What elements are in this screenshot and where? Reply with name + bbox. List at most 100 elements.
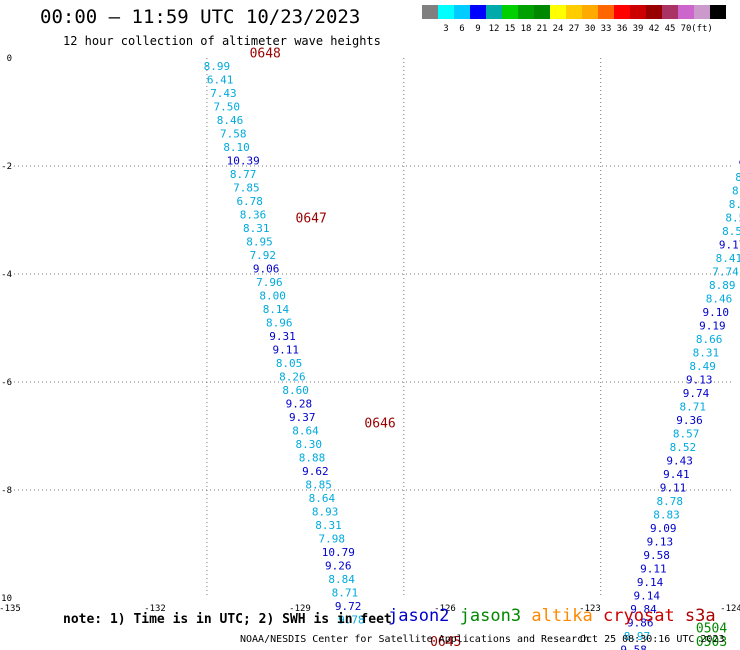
data-point: 8.31 [693, 346, 720, 359]
data-point: 8.05 [276, 357, 303, 370]
data-point: 9.26 [325, 560, 352, 573]
data-point: 8.52 [670, 441, 697, 454]
legend-swatch [470, 5, 486, 19]
data-point: 8.30 [296, 438, 323, 451]
legend-swatch [454, 5, 470, 19]
x-tick-label: -132 [144, 604, 166, 614]
time-label: 0647 [296, 211, 327, 226]
legend-swatch [486, 5, 502, 19]
x-tick-label: -129 [289, 604, 311, 614]
sat-cryosat: cryosat [603, 606, 675, 626]
legend-label: 12 [489, 24, 500, 34]
data-point: 9.13 [686, 373, 713, 386]
time-annotations: 0648064706460645050705060505050405030900… [250, 47, 728, 650]
chart-title: 00:00 – 11:59 UTC 10/23/2023 [40, 6, 361, 28]
data-point: 9.10 [702, 306, 729, 319]
axis-ticks: -135 -132 -129 -126 -123 -124 0 -2 -4 -6 -8 -10 [0, 54, 740, 614]
time-label: 0645 [430, 635, 461, 650]
x-tick-label: -123 [579, 604, 601, 614]
data-point: 10.79 [322, 546, 355, 559]
data-point: 8.41 [716, 252, 740, 265]
data-point: 8.93 [312, 506, 339, 519]
legend-label: 9 [475, 24, 480, 34]
color-scale-labels: 3 6 9 12 15 18 21 24 27 30 33 36 39 42 45 70 (ft) [443, 24, 713, 34]
data-point: 9.78 [338, 614, 365, 627]
chart-grid [10, 58, 732, 598]
data-point: 9.41 [663, 468, 690, 481]
wave-height-points: 8.996.417.437.508.467.588.1010.398.777.8… [204, 60, 740, 650]
data-point: 7.74 [712, 265, 739, 278]
legend-swatch [694, 5, 710, 19]
data-point: 9.13 [647, 535, 674, 548]
data-point: 8.65 [729, 198, 740, 211]
data-point: 9.06 [253, 263, 280, 276]
data-point: 8.31 [243, 222, 270, 235]
legend-swatch [534, 5, 550, 19]
footer-credit: NOAA/NESDIS Center for Satellite Applica… [240, 634, 590, 645]
data-point: 7.92 [250, 249, 277, 262]
sat-jason3: jason3 [459, 606, 522, 626]
legend-label: (ft) [691, 24, 713, 34]
legend-swatch [662, 5, 678, 19]
legend-label: 27 [569, 24, 580, 34]
data-point: 8.57 [673, 427, 700, 440]
time-label: 0503 [696, 635, 727, 650]
data-point: 9.36 [676, 414, 703, 427]
time-label: 0504 [696, 622, 727, 637]
sat-jason2: jason2 [388, 606, 450, 626]
legend-label: 18 [521, 24, 532, 34]
legend-label: 36 [617, 24, 628, 34]
y-tick-label: -6 [1, 378, 12, 388]
data-point: 8.49 [689, 360, 716, 373]
data-point: 8.66 [696, 333, 723, 346]
data-point: 9.84 [630, 603, 657, 616]
data-point: 8.64 [309, 492, 336, 505]
legend-swatch [582, 5, 598, 19]
satellite-legend: jason2 jason3 altika cryosat s3a [388, 606, 716, 626]
data-point: 9.11 [660, 481, 687, 494]
data-point: 7.98 [318, 533, 345, 546]
data-point: 8.77 [230, 168, 257, 181]
x-tick-label: -135 [0, 604, 21, 614]
legend-swatch [630, 5, 646, 19]
data-point: 9.43 [666, 454, 693, 467]
data-point: 8.52 [732, 184, 740, 197]
data-point: 8.46 [217, 114, 244, 127]
data-point: 10.39 [227, 155, 260, 168]
data-point: 9.37 [289, 411, 316, 424]
data-point: 6.78 [236, 195, 262, 208]
data-point: 9.14 [634, 589, 661, 602]
data-point: 8.22 [735, 171, 740, 184]
data-point: 9.19 [699, 319, 726, 332]
data-point: 8.10 [223, 141, 250, 154]
data-point: 7.85 [233, 182, 260, 195]
data-point: 8.31 [315, 519, 342, 532]
data-point: 8.71 [679, 400, 706, 413]
sat-altika: altika [531, 606, 593, 626]
data-point: 9.62 [302, 465, 329, 478]
legend-label: 3 [443, 24, 448, 34]
legend-swatch [566, 5, 582, 19]
time-label: 0646 [364, 417, 395, 432]
data-point: 7.50 [213, 101, 240, 114]
data-point: 8.36 [240, 209, 267, 222]
legend-label: 33 [601, 24, 612, 34]
data-point: 8.14 [263, 303, 290, 316]
units-note: note: 1) Time is in UTC; 2) SWH is in fe… [63, 612, 392, 627]
data-point: 8.84 [328, 573, 355, 586]
data-point: 9.17 [719, 238, 740, 251]
data-point: 8.85 [305, 479, 332, 492]
data-point: 8.46 [706, 292, 733, 305]
data-point: 9.09 [650, 522, 677, 535]
data-point: 9.31 [269, 330, 296, 343]
legend-swatch [518, 5, 534, 19]
legend-swatch [646, 5, 662, 19]
data-point: 7.43 [210, 87, 237, 100]
data-point: 9.58 [620, 643, 647, 650]
y-tick-label: -4 [1, 270, 12, 280]
legend-swatch [550, 5, 566, 19]
legend-swatch [438, 5, 454, 19]
chart-subtitle: 12 hour collection of altimeter wave hei… [63, 34, 381, 48]
data-point: 8.53 [722, 225, 740, 238]
data-point: 8.00 [259, 290, 286, 303]
